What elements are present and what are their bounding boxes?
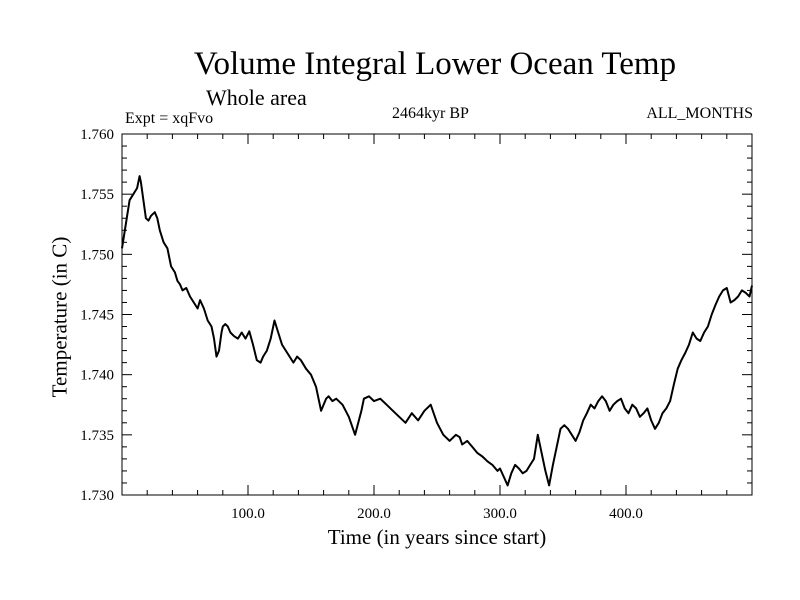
chart-title: Volume Integral Lower Ocean Temp [193, 46, 677, 82]
x-tick-label: 100.0 [231, 506, 265, 522]
y-tick-label: 1.740 [80, 368, 114, 384]
y-tick-label: 1.735 [80, 428, 114, 444]
y-tick-label: 1.730 [80, 488, 114, 504]
series-line [121, 175, 753, 487]
axis-ticks: 100.0 200.0 300.0 400.0 1.730 1.735 1.740 1.745… [80, 127, 752, 522]
y-tick-label: 1.760 [80, 127, 114, 143]
x-tick-label: 400.0 [609, 506, 643, 522]
plot-frame [121, 133, 753, 496]
x-tick-label: 200.0 [357, 506, 391, 522]
y-tick-label: 1.755 [80, 187, 114, 203]
experiment-label: Expt = xqFvo [125, 110, 214, 127]
x-tick-label: 300.0 [483, 506, 517, 522]
months-label: ALL_MONTHS [646, 105, 753, 122]
y-tick-label: 1.745 [80, 308, 114, 324]
chart-subtitle: Whole area [206, 85, 307, 110]
x-axis-label: Time (in years since start) [327, 525, 547, 549]
y-tick-label: 1.750 [80, 247, 114, 263]
period-label: 2464kyr BP [392, 105, 469, 122]
